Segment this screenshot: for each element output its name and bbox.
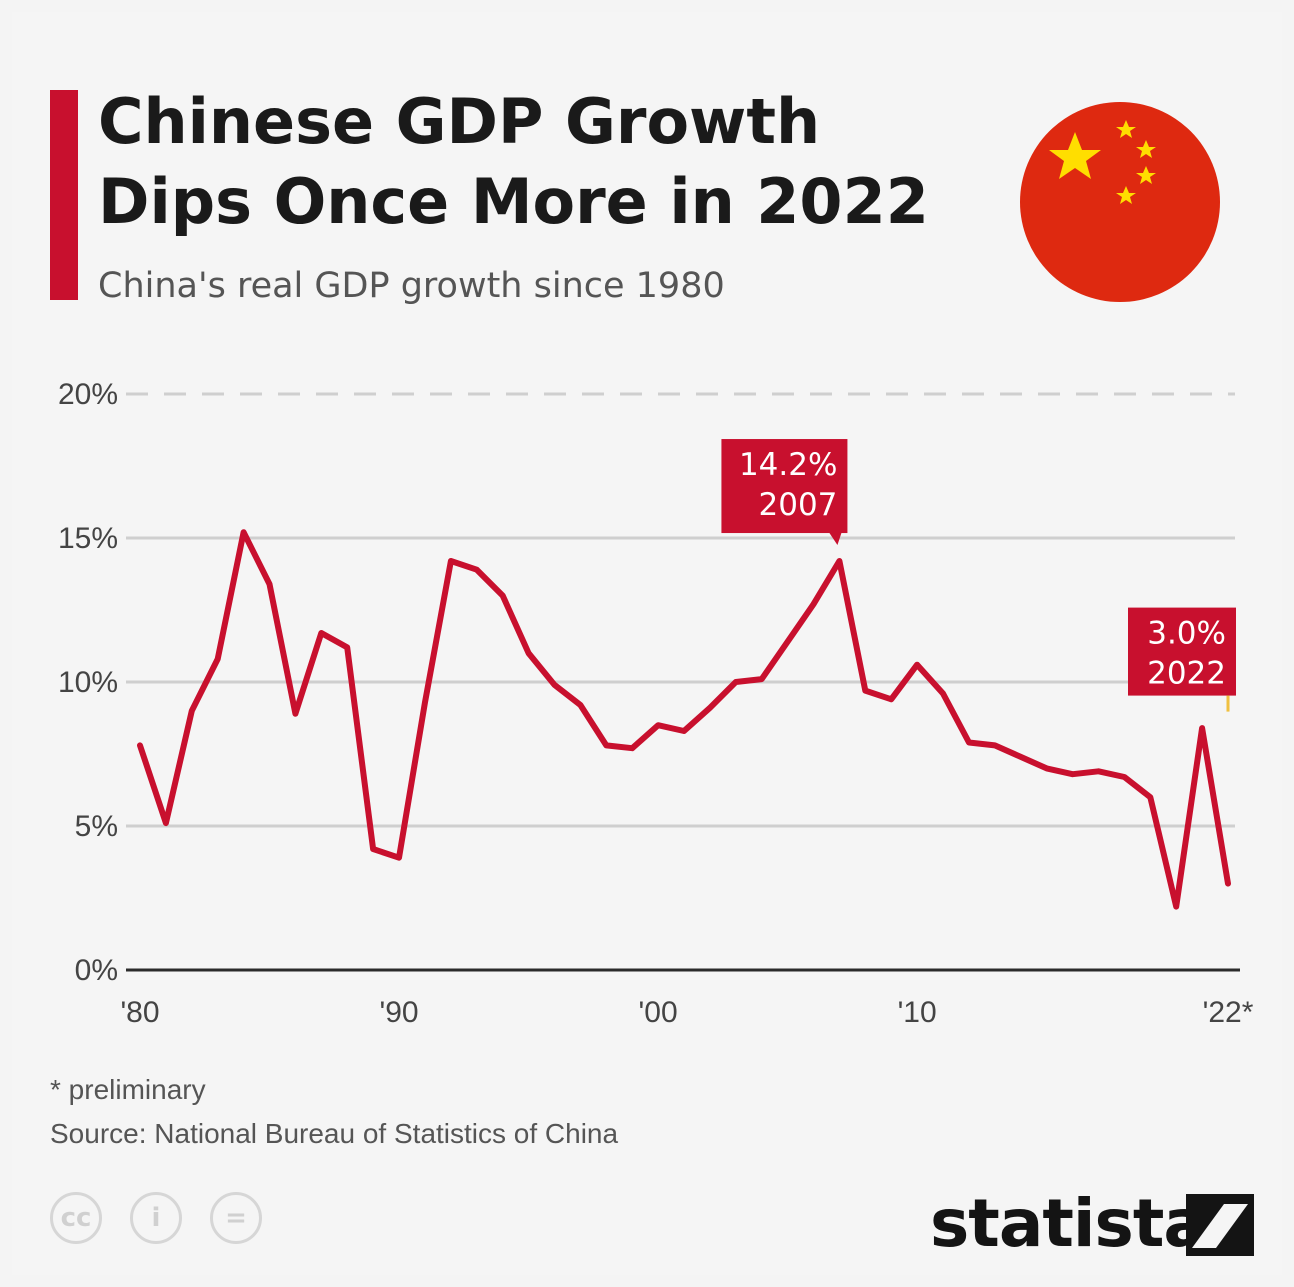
annotation-year: 2022 [1147, 656, 1226, 692]
x-tick-label: '80 [120, 996, 159, 1029]
statista-wordmark: statista [930, 1185, 1208, 1262]
annotation-value: 3.0% [1147, 616, 1226, 652]
x-tick-label: '90 [379, 996, 418, 1029]
y-tick-label: 15% [58, 522, 118, 555]
y-tick-label: 0% [75, 954, 118, 987]
chart-subtitle: China's real GDP growth since 1980 [98, 266, 725, 306]
license-icons: cc i = [50, 1192, 270, 1252]
footnote: * preliminary [50, 1074, 206, 1105]
x-tick-label: '22* [1203, 996, 1254, 1029]
info-icon[interactable]: i [130, 1192, 182, 1244]
annotation-box [721, 439, 848, 534]
annotation-year: 2007 [759, 487, 838, 523]
equals-icon[interactable]: = [210, 1192, 262, 1244]
y-tick-label: 10% [58, 666, 118, 699]
chart-title: Chinese GDP Growth Dips Once More in 202… [98, 82, 998, 242]
x-tick-label: '00 [639, 996, 678, 1029]
title-line-2: Dips Once More in 2022 [98, 165, 929, 238]
china-flag-icon [1020, 102, 1220, 302]
cc-license-icon[interactable]: cc [50, 1192, 102, 1244]
title-line-1: Chinese GDP Growth [98, 85, 821, 158]
statista-logo-icon [1186, 1194, 1254, 1256]
annotation-value: 14.2% [739, 447, 837, 483]
title-accent-bar [50, 90, 78, 300]
source-note: Source: National Bureau of Statistics of… [50, 1118, 619, 1149]
annotation-pointer [829, 533, 842, 546]
x-tick-label: '10 [898, 996, 937, 1029]
y-tick-label: 20% [58, 378, 118, 411]
gdp-growth-series-line [137, 529, 1231, 910]
annotation-box [1128, 607, 1236, 696]
statista-brand[interactable]: statista [930, 1186, 1260, 1266]
y-tick-label: 5% [75, 810, 118, 843]
